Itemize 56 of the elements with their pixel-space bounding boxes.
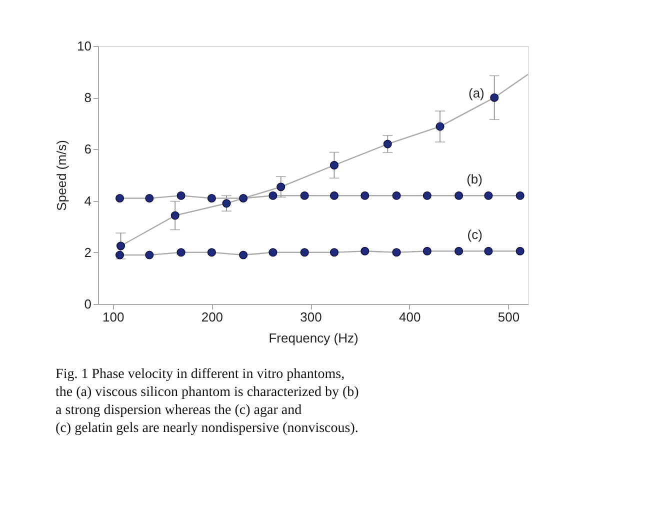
point	[268, 191, 278, 200]
point	[454, 191, 464, 200]
point	[330, 191, 339, 200]
point	[300, 248, 309, 257]
x-tick-label: 500	[498, 310, 520, 324]
point	[330, 160, 339, 170]
point	[392, 191, 401, 200]
point	[360, 246, 370, 256]
y-tick-label: 10	[77, 38, 92, 54]
point	[239, 194, 248, 202]
point	[115, 250, 124, 260]
point	[516, 246, 524, 256]
point	[484, 191, 493, 200]
text: the (a) viscous silicon phantom is characterized by (b)	[56, 385, 360, 400]
x-tick-label: 200	[201, 310, 224, 324]
point	[268, 248, 278, 257]
point	[116, 242, 126, 250]
series-label: (a)	[468, 86, 484, 101]
series-label: (c)	[467, 227, 482, 242]
point	[176, 248, 186, 257]
text: a strong dispersion whereas the (c) agar and	[56, 403, 302, 418]
x-tick-label: 100	[102, 310, 124, 324]
point	[276, 182, 286, 192]
point	[207, 248, 216, 257]
text: (c) gelatin gels are nearly nondispersive (nonviscous).	[56, 421, 358, 436]
y-axis-title: Speed (m/s)	[54, 140, 70, 211]
point	[145, 250, 154, 260]
point	[422, 191, 432, 200]
y-tick-label: 6	[84, 142, 92, 157]
point	[360, 191, 370, 200]
point	[516, 191, 524, 200]
x-tick-label: 300	[300, 310, 322, 324]
series-label: (b)	[466, 172, 482, 187]
point	[115, 194, 124, 202]
y-tick-label: 4	[84, 193, 92, 208]
point	[330, 248, 339, 257]
point	[300, 191, 309, 200]
point	[145, 194, 154, 202]
y-tick-label: 8	[84, 90, 92, 106]
point	[207, 194, 216, 202]
point	[484, 246, 493, 256]
point	[436, 122, 444, 131]
x-tick-label: 400	[399, 310, 421, 324]
point	[239, 250, 248, 260]
point	[170, 211, 180, 220]
point	[490, 93, 499, 102]
point	[176, 191, 186, 200]
y-tick-label: 2	[84, 244, 92, 260]
point	[422, 246, 432, 256]
point	[222, 199, 231, 208]
y-tick-label: 0	[84, 296, 92, 312]
point	[392, 248, 401, 257]
point	[383, 140, 392, 148]
point	[454, 246, 464, 256]
caption: Fig. 1 Phase velocity in different in vitro phantoms,	[56, 367, 345, 382]
x-axis-title: Frequency (Hz)	[268, 330, 358, 346]
